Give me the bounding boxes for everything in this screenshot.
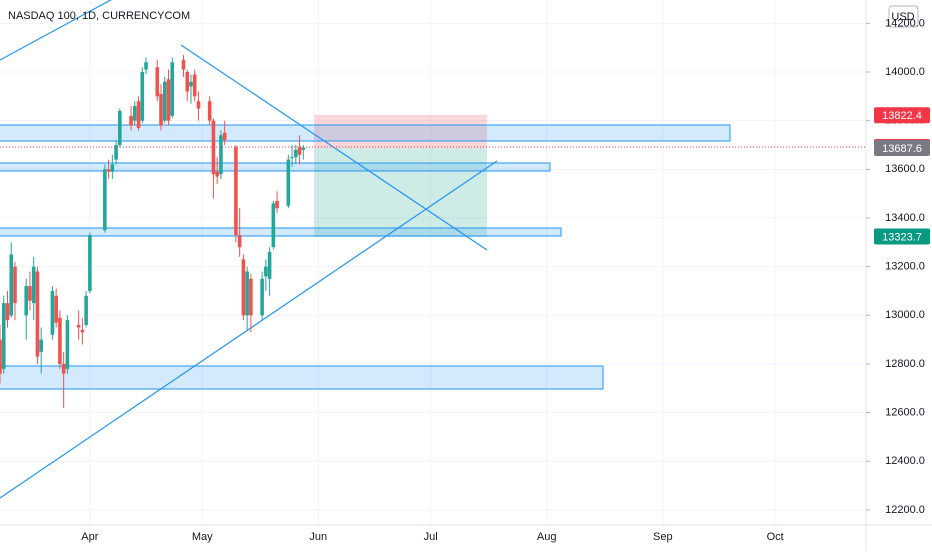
currency[interactable]: USD bbox=[891, 11, 914, 23]
candle-body bbox=[0, 339, 2, 374]
candle-body bbox=[237, 235, 242, 248]
x-tick-label: Oct bbox=[767, 531, 784, 543]
candle-body bbox=[290, 157, 294, 159]
x-tick-label: May bbox=[192, 531, 213, 543]
y-tick-label: 13200.0 bbox=[885, 261, 925, 273]
stop-zone bbox=[314, 115, 487, 148]
candle-body bbox=[185, 72, 190, 92]
candle-body bbox=[196, 101, 201, 109]
candle-body bbox=[219, 135, 223, 175]
y-tick-label: 13000.0 bbox=[885, 309, 925, 321]
candle-body bbox=[215, 171, 219, 177]
candle-body bbox=[39, 339, 43, 352]
candle-body bbox=[301, 147, 306, 150]
candle-body bbox=[162, 81, 167, 121]
trend-line bbox=[0, 0, 112, 61]
candle-body bbox=[189, 81, 193, 87]
candle-body bbox=[234, 147, 238, 236]
y-tick-label: 12800.0 bbox=[885, 358, 925, 370]
price-label: 13323.7 bbox=[882, 231, 922, 243]
candle-body bbox=[129, 115, 133, 126]
x-tick-label: Apr bbox=[81, 531, 98, 543]
candle-body bbox=[297, 147, 302, 155]
candle-body bbox=[110, 164, 115, 172]
y-tick-label: 13600.0 bbox=[885, 163, 925, 175]
candle-body bbox=[181, 59, 186, 70]
candle-body bbox=[144, 62, 148, 70]
price-label-box bbox=[874, 228, 930, 245]
candle-body bbox=[9, 254, 14, 316]
zone bbox=[0, 227, 562, 237]
candle-body bbox=[80, 329, 85, 333]
y-tick-label: 14000.0 bbox=[885, 66, 925, 78]
candle-body bbox=[271, 203, 276, 248]
candle-body bbox=[166, 79, 171, 121]
candle-body bbox=[222, 132, 227, 141]
candle-body bbox=[1, 303, 6, 369]
candle-body bbox=[294, 149, 298, 158]
x-tick-label: Jun bbox=[309, 531, 327, 543]
zone bbox=[0, 162, 551, 172]
candle-body bbox=[192, 74, 197, 97]
candle-body bbox=[54, 295, 58, 323]
candle-body bbox=[159, 93, 163, 126]
y-tick-label: 12600.0 bbox=[885, 407, 925, 419]
candle-body bbox=[286, 159, 291, 206]
x-tick-label: Aug bbox=[537, 531, 557, 543]
candle-body bbox=[114, 144, 118, 160]
currency-box[interactable] bbox=[888, 5, 919, 28]
candle-body bbox=[245, 271, 249, 316]
price-label-box bbox=[874, 107, 930, 124]
drawings bbox=[0, 0, 731, 499]
candle-body bbox=[133, 106, 137, 121]
trend-line bbox=[0, 160, 498, 499]
candle-body bbox=[24, 286, 29, 316]
candle-body bbox=[155, 67, 160, 97]
candle-body bbox=[35, 271, 40, 357]
price-label: 13822.4 bbox=[882, 110, 922, 122]
zone bbox=[0, 365, 604, 390]
candle-body bbox=[28, 286, 32, 301]
candle-body bbox=[61, 363, 66, 374]
candle-body bbox=[5, 303, 10, 321]
y-tick-label: 14200.0 bbox=[885, 17, 925, 29]
candle-body bbox=[136, 101, 141, 128]
candle-body bbox=[103, 169, 107, 231]
chart-title: NASDAQ 100, 1D, CURRENCYCOM bbox=[8, 10, 190, 22]
candle-body bbox=[267, 252, 272, 279]
candle-body bbox=[260, 278, 264, 316]
candle-body bbox=[264, 266, 268, 277]
x-tick-label: Sep bbox=[653, 531, 673, 543]
candle-body bbox=[84, 295, 88, 326]
candle-body bbox=[275, 200, 279, 209]
y-tick-label: 12400.0 bbox=[885, 455, 925, 467]
candle-body bbox=[118, 110, 122, 145]
y-tick-label: 12200.0 bbox=[885, 504, 925, 516]
candle-body bbox=[170, 62, 175, 116]
price-label-box bbox=[874, 140, 930, 157]
candle-body bbox=[50, 290, 55, 335]
candle-body bbox=[241, 259, 246, 316]
price-label: 13687.6 bbox=[882, 143, 922, 155]
y-tick-label: 13400.0 bbox=[885, 212, 925, 224]
candles bbox=[0, 54, 306, 408]
candle-body bbox=[58, 317, 62, 364]
candle-body bbox=[76, 325, 81, 328]
candle-body bbox=[207, 101, 212, 121]
candle-body bbox=[65, 320, 70, 369]
candle-body bbox=[249, 278, 253, 316]
candle-body bbox=[31, 266, 36, 304]
candle-body bbox=[13, 266, 17, 304]
zone bbox=[0, 124, 731, 142]
candle-body bbox=[140, 72, 145, 121]
candle-body bbox=[88, 235, 92, 291]
x-tick-label: Jul bbox=[424, 531, 438, 543]
candle-body bbox=[106, 169, 111, 172]
